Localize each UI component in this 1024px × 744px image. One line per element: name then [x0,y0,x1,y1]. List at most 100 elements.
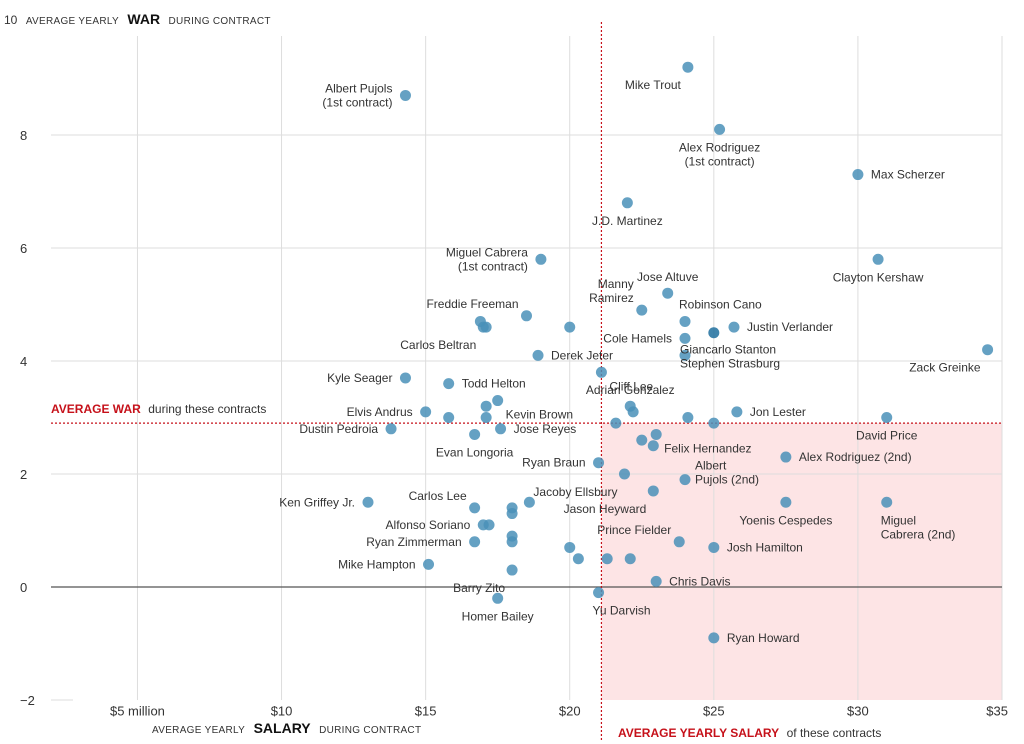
data-point [636,304,648,316]
data-point [601,553,613,565]
data-point [385,423,397,435]
point-label: Clayton Kershaw [833,270,924,284]
point-label: Ryan Braun [522,456,585,470]
point-label: Adrian Gonzalez [586,383,675,397]
point-label: Felix Hernandez [664,441,751,455]
point-label: Mike Trout [625,78,682,92]
y-tick-label: 4 [20,354,27,369]
data-point [647,485,659,497]
point-label: Giancarlo Stanton [680,342,776,356]
data-point [618,468,630,480]
data-point [362,496,374,508]
data-point [532,349,544,361]
data-point [492,395,504,407]
point-label: Derek Jeter [551,348,613,362]
point-label: Jason Heyward [564,502,647,516]
point-label: Justin Verlander [747,320,833,334]
point-label: Jon Lester [750,405,806,419]
point-label: Robinson Cano [679,297,762,311]
x-tick-label: $25 [703,704,725,719]
data-point [650,428,662,440]
x-tick-label: $5 million [110,704,165,719]
data-point [593,587,605,599]
data-point [535,253,547,265]
x-tick-label: $20 [559,704,581,719]
data-point [483,519,495,531]
data-point [420,406,432,418]
data-points [362,61,994,644]
data-point [399,89,411,101]
point-label: Dustin Pedroia [299,422,378,436]
data-point [443,412,455,423]
point-label: Jose Altuve [637,270,699,284]
point-label: Ken Griffey Jr. [279,495,355,509]
data-point [506,508,518,520]
point-label: Max Scherzer [871,168,945,182]
point-label: Carlos Beltran [400,338,476,352]
data-point [636,434,648,446]
point-label: Alfonso Soriano [386,518,471,532]
data-point [682,412,694,423]
point-label: Manny [598,277,634,291]
point-label: Josh Hamilton [727,540,803,554]
y-tick-label: 6 [20,241,27,256]
point-label: Kevin Brown [506,408,573,422]
gridlines [51,36,1003,701]
data-point [627,406,639,418]
data-point [780,451,792,463]
point-label: Ramirez [589,291,634,305]
data-point [480,400,492,412]
x-tick-label: $30 [847,704,869,719]
data-point [564,541,576,553]
y-tick-label: 0 [20,580,27,595]
point-label: Yoenis Cespedes [739,513,832,527]
point-label: (1st contract) [458,259,528,273]
data-point [469,536,481,548]
x-axis-title: AVERAGE YEARLY SALARY DURING CONTRACT [152,720,421,737]
data-point [593,457,605,469]
data-point [480,412,492,423]
point-label: Barry Zito [453,581,505,595]
data-point [731,406,743,418]
data-point [564,321,576,333]
point-label: Chris Davis [669,574,730,588]
above-average-salary-region [601,423,1002,700]
point-label: Freddie Freeman [426,297,518,311]
data-point [521,310,532,322]
point-label: Miguel Cabrera [446,245,528,259]
data-point [679,349,691,361]
data-point [780,496,792,508]
point-label: Carlos Lee [409,489,467,503]
point-label: David Price [856,429,918,443]
data-point [708,417,720,429]
data-point [647,440,659,452]
point-label: (1st contract) [685,154,755,168]
data-point [872,253,884,265]
point-label: Mike Hampton [338,557,415,571]
point-label: Prince Fielder [597,523,671,537]
data-point [492,592,504,604]
data-point [523,496,535,508]
point-label: Kyle Seager [327,371,392,385]
data-point [495,423,507,435]
point-label: Ryan Zimmerman [366,535,461,549]
data-point [728,321,740,333]
point-label: Alex Rodriguez (2nd) [799,450,912,464]
point-label: Cliff Lee [609,379,653,393]
axis-ticks: $5 million $10 $15 $20 $25 $30 $35 8 6 4 2 −2 0 [20,128,1008,719]
point-label: Ryan Howard [727,631,800,645]
y-tick-label: 8 [20,128,27,143]
x-tick-label: $35 [986,704,1008,719]
data-point [572,553,584,565]
point-label: Pujols (2nd) [695,473,759,487]
data-point [852,169,864,181]
data-point [399,372,411,384]
data-point [443,378,455,390]
data-point [679,315,691,327]
point-label: Albert [695,459,727,473]
average-salary-label: AVERAGE YEARLY SALARY of these contracts [618,724,881,741]
point-label: Zack Greinke [909,361,981,375]
y-tick-label: 2 [20,467,27,482]
point-label: J.D. Martinez [592,214,663,228]
